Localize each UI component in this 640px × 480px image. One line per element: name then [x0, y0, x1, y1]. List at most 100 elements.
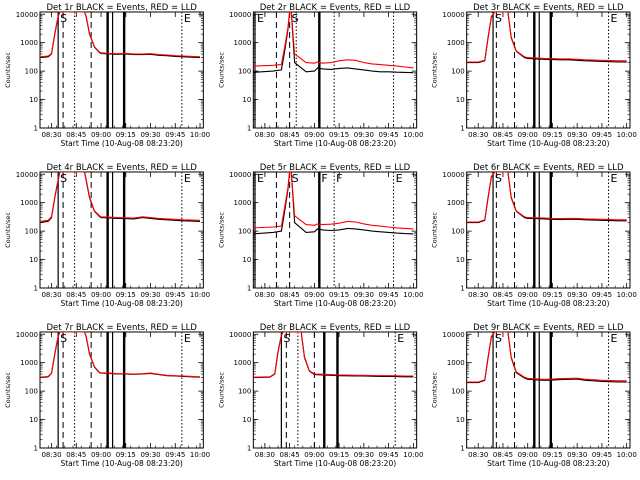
detector-panel-3: Det 3r BLACK = Events, RED = LLD 1 10 100 10…: [431, 3, 637, 148]
x-tick-label: 08:45: [66, 451, 86, 459]
y-tick-label: 10000: [229, 171, 251, 179]
panel-title: Det 7r BLACK = Events, RED = LLD: [46, 323, 197, 333]
x-axis-label: Start Time (10-Aug-08 08:23:20): [274, 459, 396, 468]
y-tick-label: 100: [238, 388, 251, 396]
detector-panel-4: Det 4r BLACK = Events, RED = LLD 1 10 100 10…: [4, 163, 210, 308]
y-tick-label: 1000: [447, 359, 465, 367]
events-series-line: [253, 12, 414, 74]
event-marker-label: E: [257, 172, 264, 185]
x-tick-label: 09:45: [379, 451, 399, 459]
x-tick-label: 08:30: [41, 291, 61, 299]
y-tick-label: 1: [34, 285, 38, 293]
y-tick-label: 10: [29, 416, 38, 424]
x-tick-label: 09:15: [542, 451, 562, 459]
y-tick-label: 10000: [442, 331, 464, 339]
y-axis-label: Counts/sec: [4, 372, 12, 408]
y-tick-label: 10000: [16, 11, 38, 19]
lld-series-line: [40, 172, 201, 222]
x-axis-label: Start Time (10-Aug-08 08:23:20): [487, 139, 609, 148]
x-tick-label: 09:00: [304, 451, 324, 459]
plot-frame: [252, 11, 418, 129]
y-tick-label: 100: [451, 388, 464, 396]
lld-series-line: [253, 12, 414, 69]
x-tick-label: 09:45: [165, 131, 185, 139]
lld-series-line: [466, 332, 627, 383]
plot-frame: [466, 11, 631, 129]
y-axis-label: Counts/sec: [4, 52, 12, 88]
x-tick-label: 08:30: [41, 131, 61, 139]
plot-frame: [466, 171, 631, 289]
y-tick-label: 10: [242, 96, 251, 104]
x-axis-label: Start Time (10-Aug-08 08:23:20): [487, 299, 609, 308]
y-tick-label: 10: [242, 416, 251, 424]
y-tick-label: 1000: [20, 199, 38, 207]
x-tick-label: 09:45: [379, 291, 399, 299]
x-tick-label: 09:15: [542, 291, 562, 299]
y-tick-label: 10: [456, 416, 465, 424]
x-tick-label: 10:00: [190, 451, 210, 459]
x-tick-label: 09:45: [165, 291, 185, 299]
panel-title: Det 9r BLACK = Events, RED = LLD: [473, 323, 624, 333]
y-axis-label: Counts/sec: [431, 52, 439, 88]
x-tick-label: 09:30: [140, 131, 160, 139]
y-tick-label: 1000: [20, 359, 38, 367]
event-marker-label: E: [184, 172, 191, 185]
x-tick-label: 09:00: [91, 131, 111, 139]
plot-frame: [252, 171, 418, 289]
x-axis-label: Start Time (10-Aug-08 08:23:20): [60, 139, 182, 148]
y-tick-label: 1: [460, 125, 464, 133]
y-tick-label: 1: [34, 445, 38, 453]
x-tick-label: 08:45: [280, 131, 300, 139]
event-marker-label: S: [495, 12, 502, 25]
panel-title: Det 8r BLACK = Events, RED = LLD: [260, 323, 411, 333]
y-tick-label: 10: [29, 96, 38, 104]
y-axis-label: Counts/sec: [4, 212, 12, 248]
y-tick-label: 1: [460, 445, 464, 453]
x-tick-label: 09:30: [567, 451, 587, 459]
detector-panel-7: Det 7r BLACK = Events, RED = LLD 1 10 100 10…: [4, 323, 210, 468]
x-tick-label: 08:30: [468, 131, 488, 139]
x-tick-label: 08:45: [66, 291, 86, 299]
x-tick-label: 08:45: [493, 451, 513, 459]
x-tick-label: 10:00: [617, 131, 637, 139]
plot-frame: [39, 331, 204, 449]
x-tick-label: 09:00: [518, 291, 538, 299]
y-axis-label: Counts/sec: [217, 212, 225, 248]
events-series-line: [253, 172, 414, 235]
x-axis-label: Start Time (10-Aug-08 08:23:20): [60, 299, 182, 308]
y-tick-label: 1000: [234, 199, 252, 207]
x-tick-label: 09:30: [354, 451, 374, 459]
detector-panel-5: Det 5r BLACK = Events, RED = LLD 1 10 100 10…: [217, 163, 423, 308]
y-tick-label: 10: [242, 256, 251, 264]
y-axis-label: Counts/sec: [431, 212, 439, 248]
x-tick-label: 08:45: [66, 131, 86, 139]
x-tick-label: 09:30: [354, 291, 374, 299]
y-axis-label: Counts/sec: [431, 372, 439, 408]
detector-panel-1: Det 1r BLACK = Events, RED = LLD 1 10 100 10…: [4, 3, 210, 148]
y-tick-label: 100: [238, 68, 251, 76]
event-marker-label: F: [336, 172, 342, 185]
x-tick-label: 09:00: [518, 451, 538, 459]
event-marker-label: S: [283, 332, 290, 345]
x-tick-label: 10:00: [617, 451, 637, 459]
x-tick-label: 08:30: [468, 451, 488, 459]
x-tick-label: 09:30: [140, 451, 160, 459]
x-tick-label: 10:00: [403, 451, 423, 459]
panel-title: Det 3r BLACK = Events, RED = LLD: [473, 3, 624, 13]
lld-series-line: [40, 332, 201, 378]
y-tick-label: 1000: [447, 39, 465, 47]
x-tick-label: 09:45: [592, 131, 612, 139]
panel-title: Det 1r BLACK = Events, RED = LLD: [46, 3, 197, 13]
x-tick-label: 09:45: [592, 451, 612, 459]
y-tick-label: 1000: [447, 199, 465, 207]
y-tick-label: 100: [25, 68, 38, 76]
panel-title: Det 2r BLACK = Events, RED = LLD: [260, 3, 411, 13]
plot-frame: [39, 11, 204, 129]
x-tick-label: 10:00: [403, 291, 423, 299]
event-marker-label: S: [495, 172, 502, 185]
lld-series-line: [253, 332, 414, 378]
plot-frame: [252, 331, 418, 449]
panel-title: Det 4r BLACK = Events, RED = LLD: [46, 163, 197, 173]
event-marker-label: E: [396, 172, 403, 185]
